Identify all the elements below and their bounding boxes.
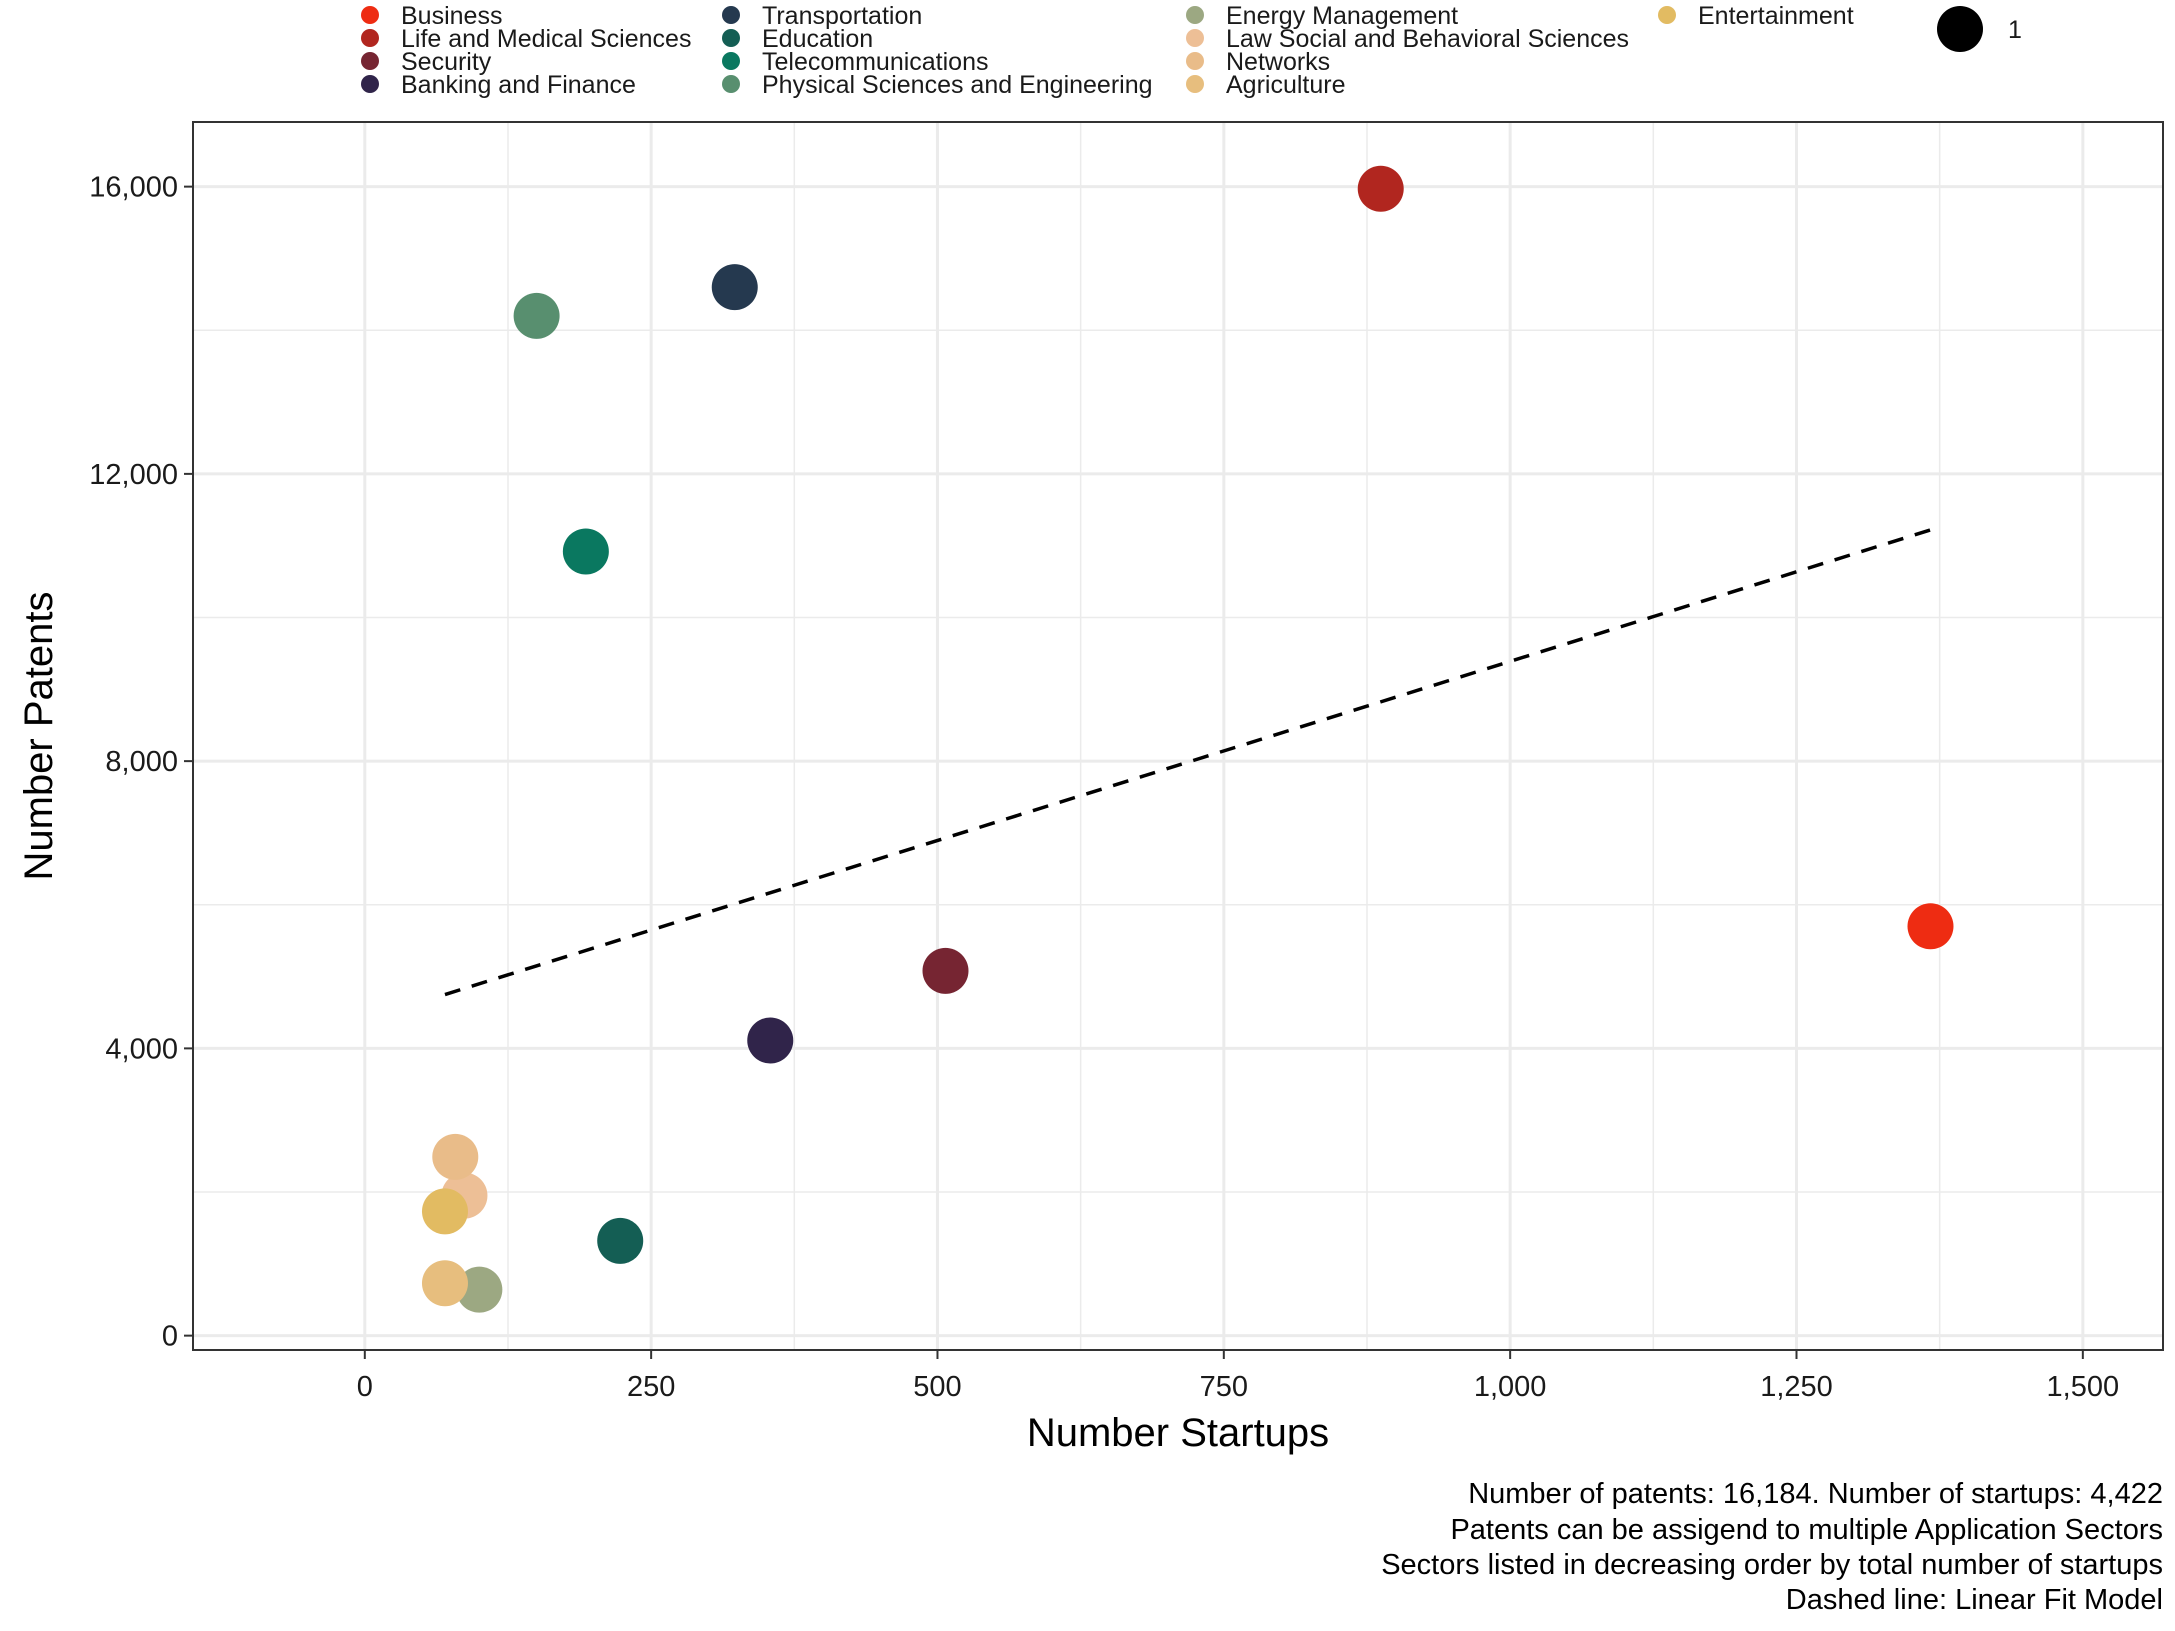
- y-tick-label: 8,000: [105, 746, 178, 778]
- legend-label-banking-and-finance: Banking and Finance: [401, 71, 636, 99]
- y-axis: 0 4,000 8,000 12,000 16,000: [89, 172, 193, 1353]
- caption-line-4: Dashed line: Linear Fit Model: [1786, 1584, 2163, 1616]
- size-legend-dot: [1937, 6, 1983, 52]
- point-networks: [432, 1134, 478, 1180]
- x-tick-label: 0: [357, 1371, 373, 1403]
- y-tick-label: 12,000: [89, 459, 178, 491]
- x-tick-label: 1,250: [1760, 1371, 1833, 1403]
- x-tick-label: 250: [627, 1371, 675, 1403]
- caption-line-3: Sectors listed in decreasing order by to…: [1381, 1549, 2163, 1581]
- legend-key-banking-and-finance: [361, 75, 379, 93]
- plot-panel: [193, 122, 2163, 1350]
- y-axis-title: Number Patents: [17, 591, 61, 880]
- x-tick-label: 1,500: [2047, 1371, 2120, 1403]
- legend-key-life-and-medical-sciences: [361, 29, 379, 47]
- point-education: [597, 1218, 643, 1264]
- legend-key-law-social-and-behavioral-sciences: [1186, 29, 1204, 47]
- legend-key-energy-management: [1186, 6, 1204, 24]
- legend-key-telecommunications: [722, 52, 740, 70]
- color-legend: BusinessLife and Medical SciencesSecurit…: [361, 2, 1854, 99]
- legend-label-physical-sciences-and-engineering: Physical Sciences and Engineering: [762, 71, 1153, 99]
- point-transportation: [712, 264, 758, 310]
- x-axis-title: Number Startups: [1027, 1411, 1329, 1455]
- caption-line-1: Number of patents: 16,184. Number of sta…: [1468, 1478, 2163, 1510]
- legend-key-networks: [1186, 52, 1204, 70]
- legend-key-business: [361, 6, 379, 24]
- legend-key-education: [722, 29, 740, 47]
- point-security: [922, 948, 968, 994]
- point-business: [1907, 903, 1953, 949]
- point-agriculture: [422, 1260, 468, 1306]
- point-physical-sciences-and-engineering: [514, 293, 560, 339]
- point-banking-and-finance: [747, 1017, 793, 1063]
- caption-line-2: Patents can be assigend to multiple Appl…: [1450, 1514, 2163, 1546]
- y-tick-label: 4,000: [105, 1033, 178, 1065]
- legend-key-physical-sciences-and-engineering: [722, 75, 740, 93]
- x-axis: 0 250 500 750 1,000 1,250 1,500: [357, 1350, 2119, 1403]
- caption: Number of patents: 16,184. Number of sta…: [1381, 1478, 2163, 1616]
- y-tick-label: 16,000: [89, 172, 178, 204]
- legend-key-transportation: [722, 6, 740, 24]
- point-telecommunications: [563, 528, 609, 574]
- size-legend: 1: [1937, 6, 2022, 52]
- x-tick-label: 500: [913, 1371, 961, 1403]
- legend-key-entertainment: [1658, 6, 1676, 24]
- legend-label-agriculture: Agriculture: [1226, 71, 1346, 99]
- legend-label-entertainment: Entertainment: [1698, 2, 1854, 30]
- x-tick-label: 1,000: [1474, 1371, 1547, 1403]
- legend-key-security: [361, 52, 379, 70]
- legend-key-agriculture: [1186, 75, 1204, 93]
- point-entertainment: [422, 1188, 468, 1234]
- x-tick-label: 750: [1200, 1371, 1248, 1403]
- point-life-and-medical-sciences: [1358, 166, 1404, 212]
- size-legend-label: 1: [2008, 16, 2022, 44]
- y-tick-label: 0: [162, 1321, 178, 1353]
